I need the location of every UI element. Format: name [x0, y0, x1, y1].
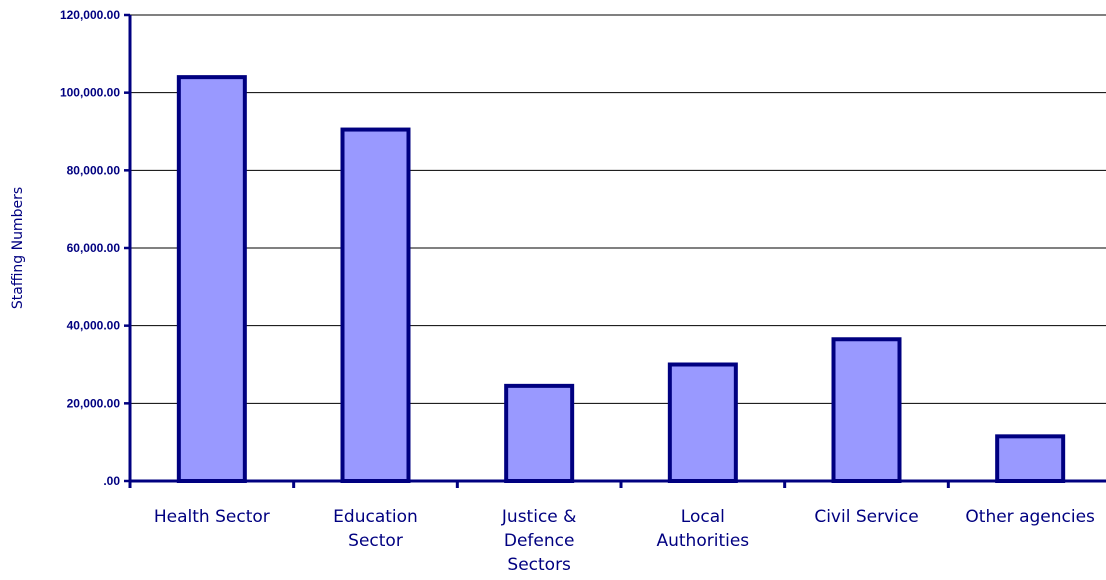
x-tick-label-line: Authorities	[656, 531, 749, 551]
bar	[995, 434, 1066, 484]
x-tick-label: Other agencies	[965, 507, 1095, 527]
x-tick-label: Education Sector	[333, 507, 418, 551]
x-tick-label-line: Civil Service	[814, 507, 918, 527]
y-tick-label: 100,000.00	[60, 86, 120, 100]
x-tick-label-line: Local	[681, 507, 725, 527]
x-tick-label: Health Sector	[154, 507, 270, 527]
y-tick-label: 40,000.00	[67, 319, 121, 333]
axes	[124, 13, 1106, 488]
x-tick-label-line: Sectors	[507, 555, 571, 575]
bar	[176, 75, 247, 483]
bar	[831, 337, 902, 483]
y-axis-label: Staffing Numbers	[10, 187, 26, 309]
y-tick-labels: .00 20,000.00 40,000.00 60,000.00 80,000.00 1…	[60, 8, 120, 488]
x-tick-label-line: Health Sector	[154, 507, 270, 527]
bar	[667, 362, 738, 483]
x-tick-label-line: Defence	[504, 531, 575, 551]
bar	[340, 127, 411, 484]
x-tick-label-line: Other agencies	[965, 507, 1095, 527]
x-tick-label: Justice & Defence Sectors	[501, 507, 577, 575]
x-tick-label: Local Authorities	[656, 507, 749, 551]
x-tick-label-line: Education	[333, 507, 418, 527]
x-tick-label-line: Sector	[348, 531, 403, 551]
y-tick-label: 80,000.00	[67, 163, 121, 177]
x-tick-labels: Health Sector Education Sector Justice & Def…	[154, 507, 1095, 575]
x-tick-label-line: Justice &	[501, 507, 577, 527]
bar	[504, 383, 575, 484]
y-tick-label: 20,000.00	[67, 396, 121, 410]
gridlines	[130, 14, 1106, 404]
x-tick-label: Civil Service	[814, 507, 918, 527]
y-tick-label: 120,000.00	[60, 8, 120, 22]
y-tick-label: 60,000.00	[67, 241, 121, 255]
bars	[176, 75, 1066, 484]
y-tick-label: .00	[103, 474, 120, 488]
